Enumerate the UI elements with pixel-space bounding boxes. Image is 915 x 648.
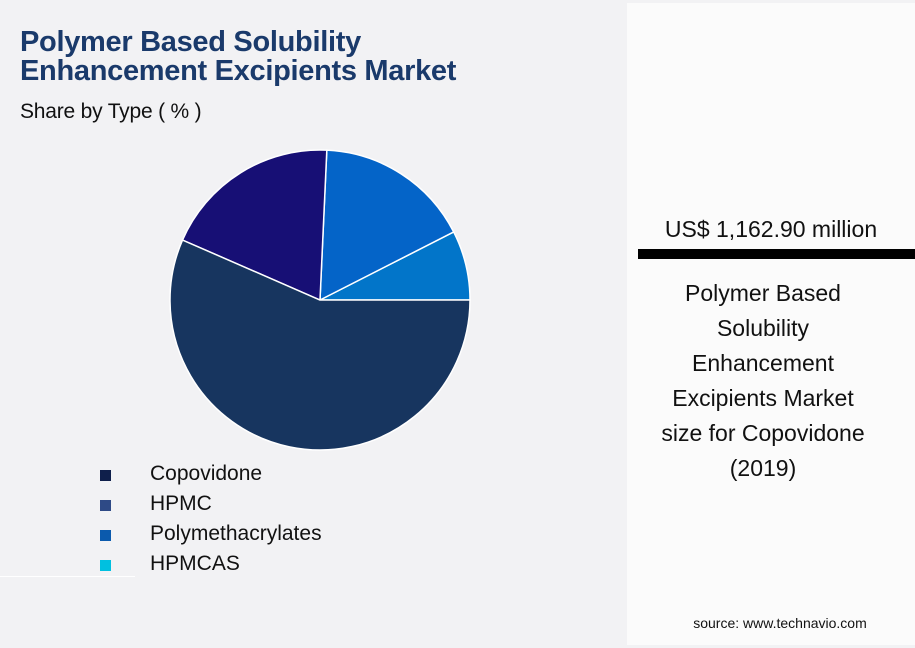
legend-swatch-icon <box>100 530 111 541</box>
legend-swatch-icon <box>100 500 111 511</box>
legend-label: Copovidone <box>150 462 263 485</box>
divider <box>0 576 135 577</box>
legend-swatch-icon <box>100 560 111 571</box>
title-line-2: Enhancement Excipients Market <box>20 55 457 87</box>
market-size-value: US$ 1,162.90 million <box>664 216 878 242</box>
legend-swatch-icon <box>100 470 111 481</box>
caption-line: Solubility <box>716 315 810 341</box>
legend-label: Polymethacrylates <box>150 522 322 545</box>
caption-line: Enhancement <box>692 350 834 376</box>
chart-subtitle: Share by Type ( % ) <box>20 100 202 123</box>
caption-line: Excipients Market <box>672 385 854 411</box>
caption-line: Polymer Based <box>685 280 841 306</box>
source-credit: source: www.technavio.com <box>693 615 867 631</box>
pie-chart <box>169 149 471 451</box>
pie-slice-copovidone <box>169 239 471 451</box>
chart-title: Polymer Based Solubility Enhancement Exc… <box>20 28 456 86</box>
legend-label: HPMCAS <box>150 552 240 575</box>
caption-line: (2019) <box>729 455 797 481</box>
caption-line: size for Copovidone <box>661 420 865 446</box>
pie-slice-hpmc <box>181 149 328 302</box>
legend-label: HPMC <box>150 492 212 515</box>
value-underline-bar <box>638 249 915 259</box>
market-size-panel: US$ 1,162.90 million Polymer Based Solub… <box>627 3 915 645</box>
market-size-caption: Polymer Based Solubility Enhancement Exc… <box>627 276 899 486</box>
title-line-1: Polymer Based Solubility <box>20 26 361 58</box>
pie-slice-polymethacrylates <box>319 149 455 302</box>
